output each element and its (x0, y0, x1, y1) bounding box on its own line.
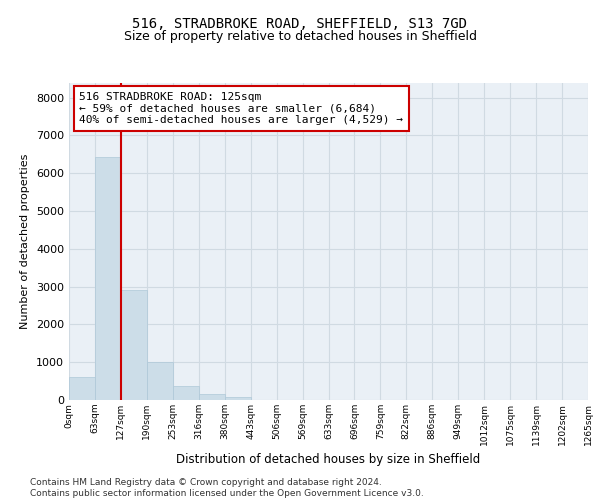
Text: 516 STRADBROKE ROAD: 125sqm
← 59% of detached houses are smaller (6,684)
40% of : 516 STRADBROKE ROAD: 125sqm ← 59% of det… (79, 92, 403, 125)
Text: Size of property relative to detached houses in Sheffield: Size of property relative to detached ho… (124, 30, 476, 43)
Text: Contains HM Land Registry data © Crown copyright and database right 2024.
Contai: Contains HM Land Registry data © Crown c… (30, 478, 424, 498)
Bar (173, 386, 199, 400)
Bar (147, 362, 173, 400)
Bar (199, 394, 224, 400)
X-axis label: Distribution of detached houses by size in Sheffield: Distribution of detached houses by size … (176, 453, 481, 466)
Bar (225, 396, 251, 400)
Bar (69, 376, 95, 400)
Bar (121, 290, 147, 400)
Text: 516, STRADBROKE ROAD, SHEFFIELD, S13 7GD: 516, STRADBROKE ROAD, SHEFFIELD, S13 7GD (133, 18, 467, 32)
Y-axis label: Number of detached properties: Number of detached properties (20, 154, 31, 329)
Bar (95, 156, 121, 400)
